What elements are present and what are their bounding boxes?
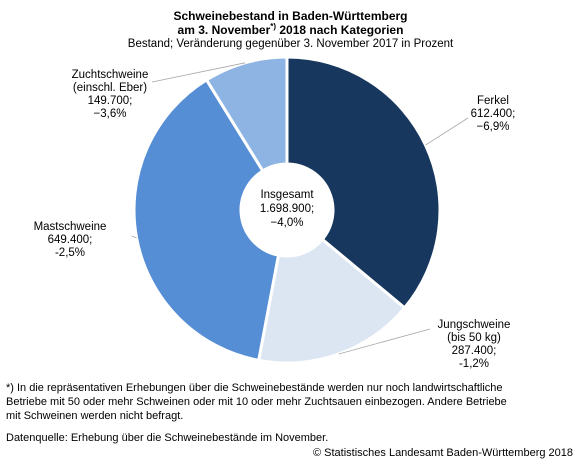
center-label: Insgesamt 1.698.900; −4,0% — [260, 189, 315, 229]
copyright: © Statistisches Landesamt Baden-Württemb… — [312, 447, 573, 459]
chart-title-line2: am 3. November*) 2018 nach Kategorien — [0, 22, 581, 38]
slice-label-mastschweine-line2: 649.400; — [48, 234, 93, 246]
leader-line-mastschweine — [131, 235, 137, 239]
chart-title-line1: Schweinebestand in Baden-Württemberg — [173, 9, 408, 23]
slice-jungschweine-bis-50-kg — [256, 237, 407, 365]
center-label-total: 1.698.900; — [260, 203, 314, 215]
slice-zuchtschweine-einschl-eber — [204, 55, 289, 173]
leader-lines — [131, 62, 469, 355]
donut-slices — [132, 55, 442, 365]
slice-label-mastschweine-line3: -2,5% — [55, 247, 85, 259]
slice-label-jungschweine-bis-50-kg-line4: -1,2% — [459, 358, 489, 370]
slice-label-jungschweine-bis-50-kg-line1: Jungschweine — [438, 319, 511, 331]
title-line2-pre: am 3. November — [177, 23, 271, 37]
center-label-title: Insgesamt — [260, 189, 314, 201]
footnote-line2: Betriebe mit 50 oder mehr Schweinen oder… — [6, 396, 507, 408]
footnote-line3: mit Schweinen werden nicht befragt. — [6, 410, 184, 422]
footnote-line1: *) In die repräsentativen Erhebungen übe… — [6, 382, 503, 394]
data-source: Datenquelle: Erhebung über die Schweineb… — [6, 432, 329, 444]
slice-mastschweine — [132, 77, 281, 363]
leader-line-ferkel — [425, 117, 469, 146]
slice-label-ferkel-line1: Ferkel — [477, 95, 509, 107]
center-label-change: −4,0% — [271, 217, 304, 229]
slice-label-zuchtschweine-einschl-eber-line3: 149.700; — [88, 95, 133, 107]
chart-subtitle: Bestand; Veränderung gegenüber 3. Novemb… — [127, 38, 454, 50]
slice-label-mastschweine-line1: Mastschweine — [34, 221, 107, 233]
slice-label-ferkel-line2: 612.400; — [471, 108, 516, 120]
title-line2-post: 2018 nach Kategorien — [276, 23, 404, 37]
title-footnote-mark: *) — [270, 22, 277, 31]
slice-label-zuchtschweine-einschl-eber-line4: −3,6% — [94, 108, 127, 120]
leader-line-jungschweine-bis-50-kg — [338, 328, 431, 355]
slice-ferkel — [285, 55, 442, 310]
slice-label-jungschweine-bis-50-kg-line2: (bis 50 kg) — [447, 332, 501, 344]
slice-label-jungschweine-bis-50-kg-line3: 287.400; — [452, 345, 497, 357]
slice-label-zuchtschweine-einschl-eber-line2: (einschl. Eber) — [73, 82, 147, 94]
slice-label-ferkel-line3: −6,9% — [477, 121, 510, 133]
slice-label-zuchtschweine-einschl-eber-line1: Zuchtschweine — [72, 69, 149, 81]
leader-line-zuchtschweine-einschl-eber — [151, 62, 246, 83]
